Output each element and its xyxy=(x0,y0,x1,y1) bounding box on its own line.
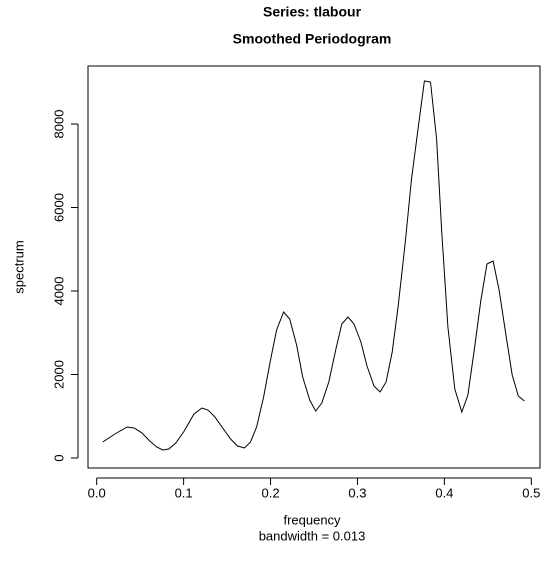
x-tick-label: 0.2 xyxy=(261,485,279,500)
x-axis-label: frequency xyxy=(283,512,341,527)
plot-box xyxy=(87,65,541,469)
spectrum-line xyxy=(102,80,525,451)
y-tick-label: 4000 xyxy=(51,277,66,306)
x-tick-label: 0.4 xyxy=(435,485,453,500)
x-axis-note: bandwidth = 0.013 xyxy=(259,528,366,543)
y-tick-label: 0 xyxy=(51,454,66,461)
x-tick-label: 0.3 xyxy=(348,485,366,500)
y-tick-label: 2000 xyxy=(51,360,66,389)
y-axis-label: spectrum xyxy=(11,240,26,293)
x-tick-label: 0.1 xyxy=(175,485,193,500)
x-tick-label: 0.5 xyxy=(522,485,540,500)
y-tick-label: 8000 xyxy=(51,110,66,139)
x-tick-label: 0.0 xyxy=(88,485,106,500)
chart-title: Series: tlabour xyxy=(263,4,362,20)
chart-subtitle: Smoothed Periodogram xyxy=(233,31,392,47)
y-tick-label: 6000 xyxy=(51,193,66,222)
